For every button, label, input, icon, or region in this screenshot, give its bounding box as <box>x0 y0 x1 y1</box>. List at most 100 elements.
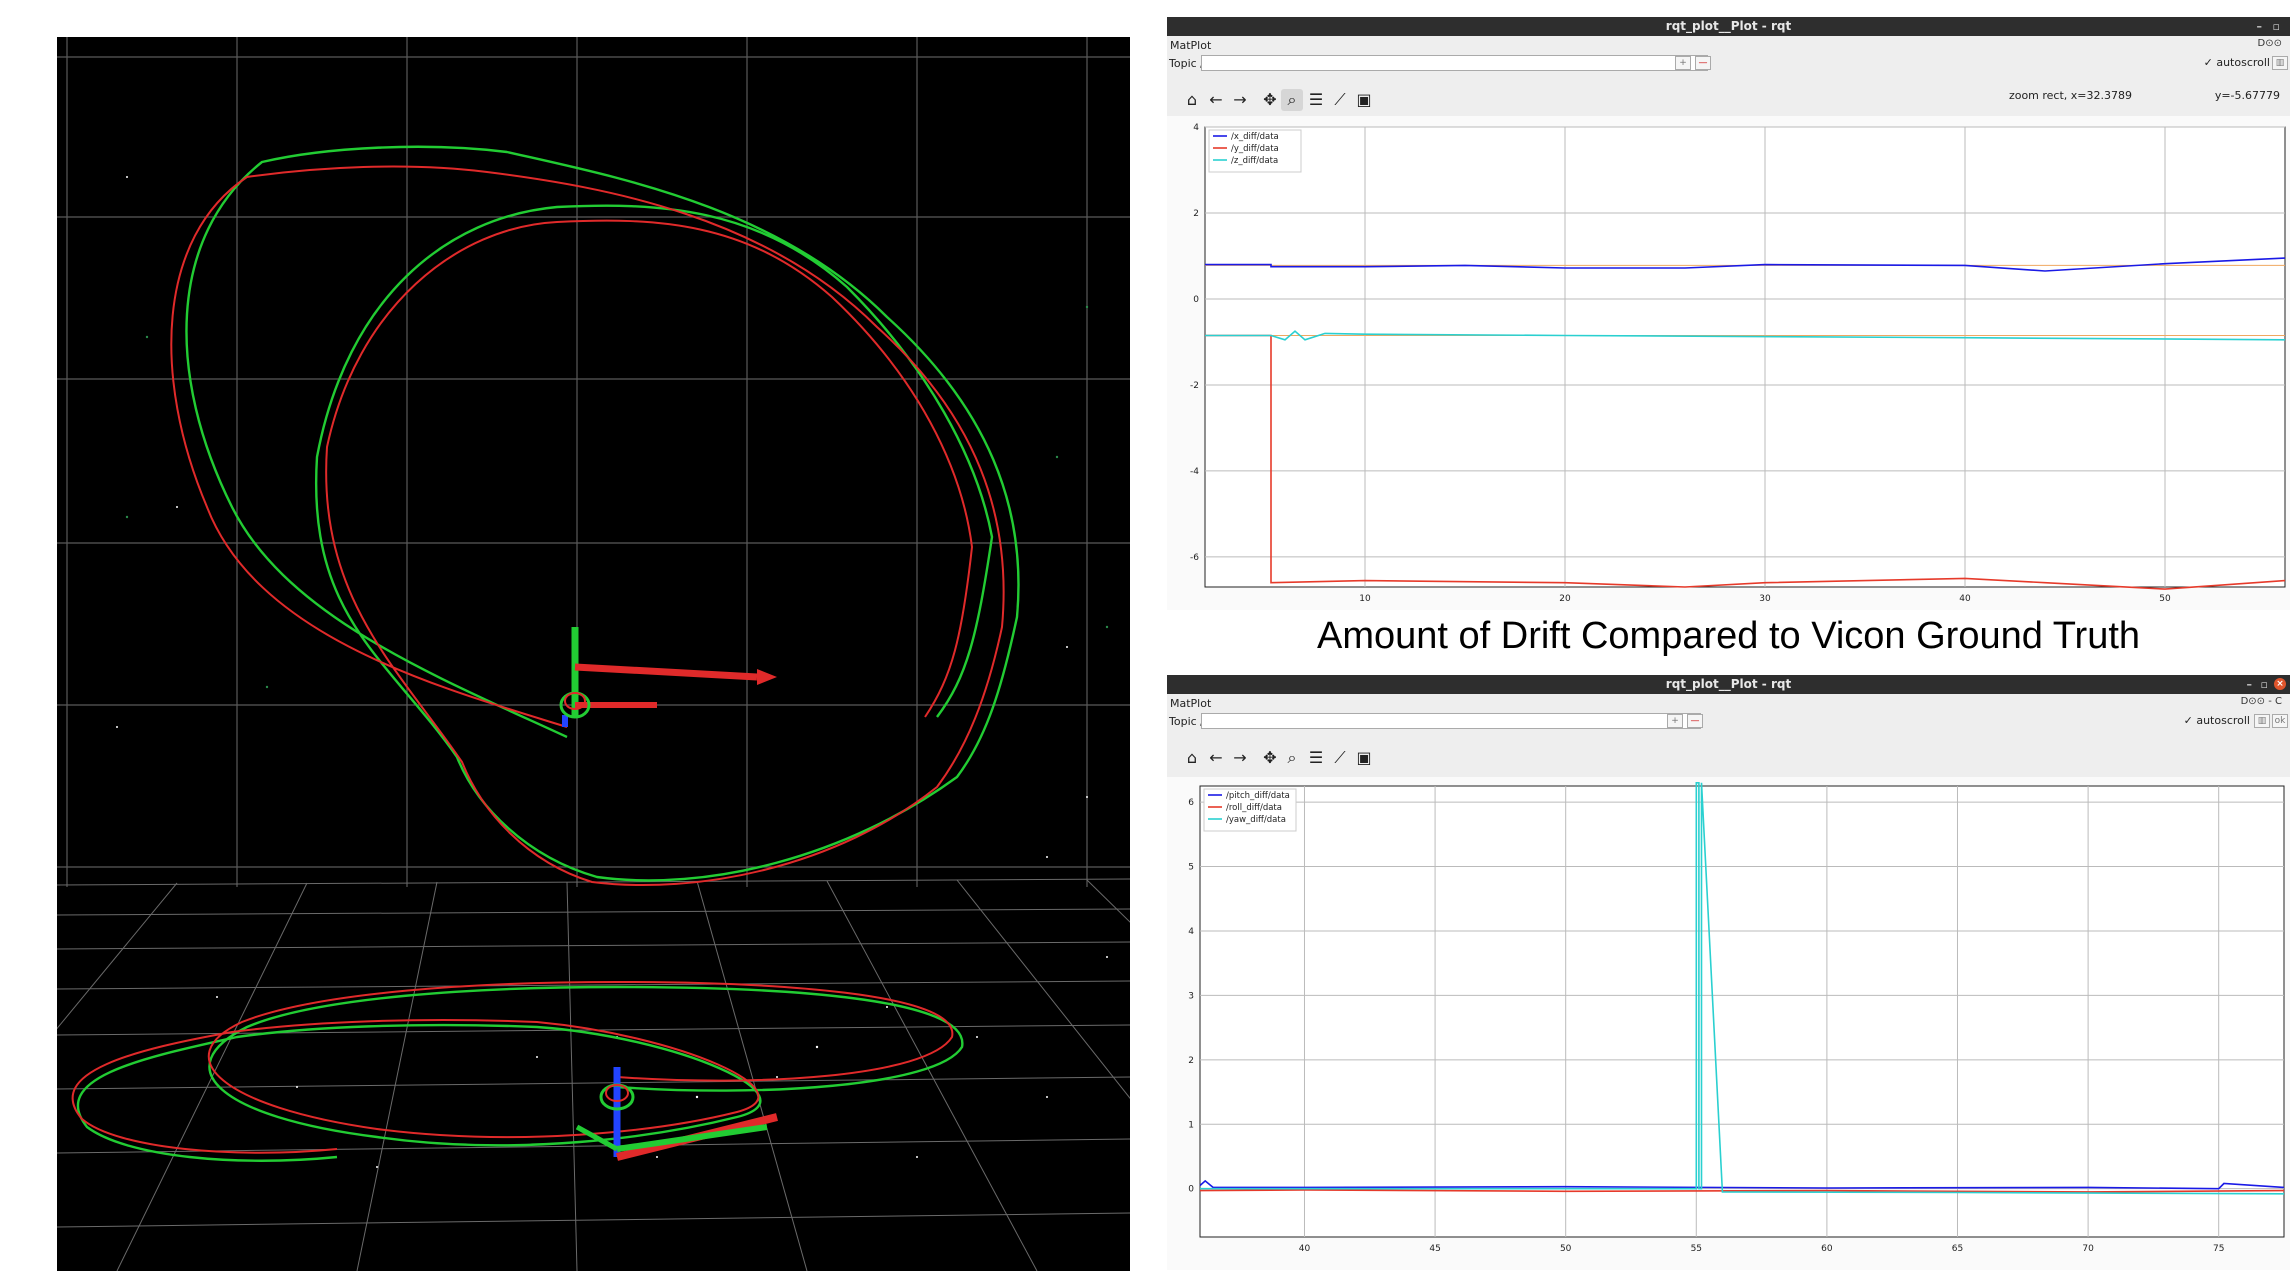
x-tick-label: 70 <box>2082 1244 2094 1254</box>
trajectory-green-floor <box>76 985 964 1162</box>
topic-label: Topic / <box>1169 57 1204 70</box>
y-tick-label: -6 <box>1190 553 1199 563</box>
figure-caption: Amount of Drift Compared to Vicon Ground… <box>1316 615 2141 657</box>
window-title: rqt_plot__Plot - rqt <box>1665 19 1792 33</box>
y-tick-label: 4 <box>1193 123 1199 133</box>
restore-icon[interactable]: ▫ <box>2260 678 2268 691</box>
minimize-icon[interactable]: – <box>2246 678 2253 691</box>
topic-input[interactable] <box>1201 55 1708 71</box>
ok-icon[interactable]: ok <box>2272 714 2288 728</box>
topic-input[interactable] <box>1201 713 1701 729</box>
pose-axes-floor <box>575 1067 778 1161</box>
topic-label: Topic / <box>1169 715 1204 728</box>
3d-scene <box>0 37 1488 1272</box>
x-tick-label: 60 <box>1821 1244 1833 1254</box>
trajectory-red-floor <box>71 980 954 1154</box>
restore-icon[interactable]: ▫ <box>2272 20 2280 33</box>
add-topic-icon[interactable]: + <box>1667 714 1683 728</box>
legend: /pitch_diff/data/roll_diff/data/yaw_diff… <box>1203 788 1297 832</box>
forward-icon[interactable]: → <box>1233 748 1247 767</box>
legend-box <box>1203 788 1297 832</box>
x-tick-label: 45 <box>1429 1244 1440 1254</box>
rqt-plot-window-orientation: rqt_plot__Plot - rqt – ▫ × MatPlot D⊙⊙ -… <box>1167 675 2290 1270</box>
pose-axes-upper <box>559 627 777 727</box>
y-tick-label: -4 <box>1190 467 1199 477</box>
autoscroll-checkbox[interactable]: ✓ autoscroll <box>2203 56 2270 69</box>
legend-label: /roll_diff/data <box>1226 803 1282 813</box>
home-icon[interactable]: ⌂ <box>1186 748 1198 767</box>
status-coordinates: zoom rect, x=32.3789 <box>2008 89 2132 102</box>
y-tick-label: -2 <box>1190 381 1199 391</box>
window-title: rqt_plot__Plot - rqt <box>1665 677 1792 691</box>
y-tick-label: 6 <box>1188 798 1194 808</box>
home-icon[interactable]: ⌂ <box>1186 90 1198 109</box>
zoom-icon[interactable]: ⌕ <box>1287 748 1297 767</box>
status-y: y=-5.67779 <box>2214 89 2280 102</box>
x-tick-label: 65 <box>1952 1244 1963 1254</box>
clear-icon[interactable]: ▥ <box>2254 714 2270 728</box>
back-icon[interactable]: ← <box>1209 90 1223 109</box>
close-icon[interactable]: × <box>2274 678 2286 690</box>
y-tick-label: 1 <box>1188 1120 1194 1130</box>
y-tick-label: 0 <box>1193 295 1199 305</box>
legend-box <box>1208 129 1302 173</box>
series-line-zdiffdata <box>1205 330 2286 341</box>
pan-icon[interactable]: ✥ <box>1263 90 1277 109</box>
y-tick-label: 3 <box>1188 991 1194 1001</box>
x-tick-label: 20 <box>1559 594 1571 604</box>
save-icon[interactable]: ▣ <box>1356 748 1372 767</box>
grid-lines <box>1200 786 2284 1237</box>
plot-frame <box>1199 785 2285 1238</box>
y-tick-label: 5 <box>1188 863 1194 873</box>
save-icon[interactable]: ▣ <box>1356 90 1372 109</box>
remove-topic-icon[interactable]: — <box>1695 56 1711 70</box>
rqt-plot-window-position: rqt_plot__Plot - rqt – ▫ MatPlot D⊙⊙ Top… <box>1167 17 2290 610</box>
back-icon[interactable]: ← <box>1209 748 1223 767</box>
x-tick-label: 40 <box>1299 1244 1311 1254</box>
pan-icon[interactable]: ✥ <box>1263 748 1277 767</box>
orientation-drift-chart[interactable]: 40 45 50 55 60 65 70 756543210/pitch_diff/data/… <box>1167 777 2290 1270</box>
legend-label: /pitch_diff/data <box>1226 791 1290 801</box>
trajectory-green-vertical <box>185 145 1020 882</box>
x-tick-label: 10 <box>1359 594 1371 604</box>
remove-topic-icon[interactable]: — <box>1687 714 1703 728</box>
plugin-controls[interactable]: D⊙⊙ <box>2257 38 2282 49</box>
y-tick-label: 2 <box>1193 209 1199 219</box>
y-tick-label: 2 <box>1188 1056 1194 1066</box>
grid-lines <box>1205 126 2285 587</box>
zoom-icon[interactable]: ⌕ <box>1281 89 1303 111</box>
window-titlebar[interactable]: rqt_plot__Plot - rqt – ▫ × <box>1167 675 2290 694</box>
legend-label: /x_diff/data <box>1231 132 1279 142</box>
x-tick-label: 55 <box>1691 1244 1702 1254</box>
3d-visualization-panel[interactable] <box>0 37 1488 1272</box>
legend-label: /z_diff/data <box>1231 156 1278 166</box>
x-tick-label: 75 <box>2213 1244 2224 1254</box>
window-titlebar[interactable]: rqt_plot__Plot - rqt – ▫ <box>1167 17 2290 36</box>
x-tick-label: 30 <box>1759 594 1771 604</box>
trajectory-red-vertical <box>170 165 1005 887</box>
minimize-icon[interactable]: – <box>2256 20 2263 33</box>
legend-label: /yaw_diff/data <box>1226 815 1286 825</box>
plugin-name: MatPlot <box>1170 697 1212 710</box>
plot-frame <box>1204 126 2286 588</box>
curve-options-icon[interactable]: ⟋ <box>1334 748 1346 767</box>
subplots-icon[interactable]: ☰ <box>1308 90 1324 109</box>
plugin-name: MatPlot <box>1170 39 1212 52</box>
subplots-icon[interactable]: ☰ <box>1308 748 1324 767</box>
series-line-xdiffdata <box>1205 257 2286 272</box>
curve-options-icon[interactable]: ⟋ <box>1334 90 1346 109</box>
autoscroll-checkbox[interactable]: ✓ autoscroll <box>2183 714 2250 727</box>
forward-icon[interactable]: → <box>1233 90 1247 109</box>
position-drift-chart[interactable]: 10 20 30 40 50420-2-4-6/x_diff/data/y_diff/d… <box>1167 116 2290 610</box>
x-tick-label: 40 <box>1959 594 1971 604</box>
x-tick-label: 50 <box>2159 594 2171 604</box>
plugin-controls[interactable]: D⊙⊙ - C <box>2240 696 2282 707</box>
legend: /x_diff/data/y_diff/data/z_diff/data <box>1208 129 1302 173</box>
point-cloud-green <box>125 305 1109 689</box>
series-line-yawdiffdata <box>1200 782 2285 1195</box>
clear-icon[interactable]: ▥ <box>2272 56 2288 70</box>
legend-label: /y_diff/data <box>1231 144 1279 154</box>
add-topic-icon[interactable]: + <box>1675 56 1691 70</box>
series-line-rolldiffdata <box>1199 1189 2285 1193</box>
series-line-ydiffdata <box>1205 334 2286 590</box>
